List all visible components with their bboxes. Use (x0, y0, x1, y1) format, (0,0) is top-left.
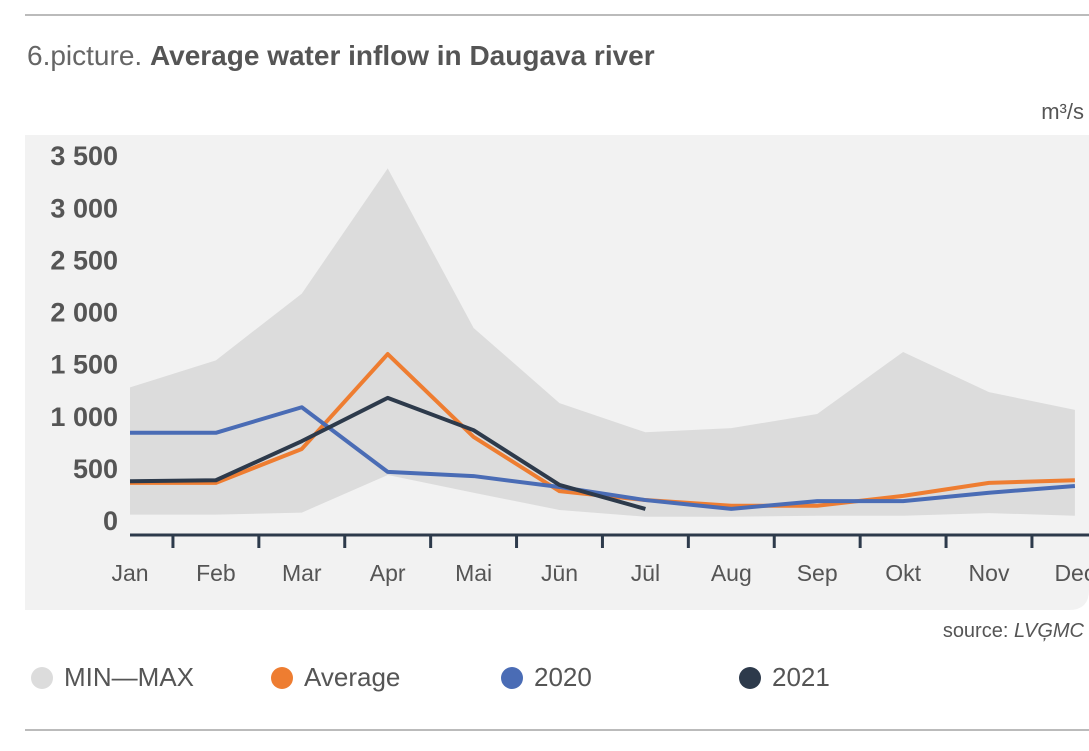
legend-swatch (501, 667, 523, 689)
x-tick-label: Dec (1054, 560, 1089, 586)
legend-label: Average (304, 662, 400, 692)
y-tick-label: 2 000 (50, 298, 118, 328)
y-tick-label: 500 (73, 454, 118, 484)
legend-swatch (271, 667, 293, 689)
series-line (130, 405, 1076, 511)
source-name: LVĢMC (1014, 620, 1085, 642)
x-tick-label: Aug (711, 560, 752, 586)
x-tick-label: Jan (111, 560, 148, 586)
legend-swatch (739, 667, 761, 689)
series-line (129, 395, 646, 511)
y-tick-label: 3 000 (50, 193, 118, 223)
x-tick-label: Apr (370, 560, 406, 586)
x-tick-label: Nov (969, 560, 1010, 586)
title-main: Average water inflow in Daugava river (150, 40, 655, 71)
y-tick-label: 3 500 (50, 141, 118, 171)
title-prefix: 6.picture. (27, 40, 142, 71)
x-tick-label: Feb (196, 560, 236, 586)
x-tick-label: Sep (797, 560, 838, 586)
plot: 0 500 1 000 1 500 2 000 2 500 3 000 3 500 Jan Feb… (50, 141, 1089, 586)
legend: MIN—MAX Average 2020 2021 (31, 662, 830, 692)
chart-title: 6.picture. Average water inflow in Dauga… (27, 40, 655, 71)
y-tick-label: 0 (103, 506, 118, 536)
source-label: source: (943, 620, 1009, 642)
legend-swatch (31, 667, 53, 689)
legend-label: MIN—MAX (64, 662, 194, 692)
min-max-band (130, 168, 1075, 517)
y-tick-label: 1 000 (50, 402, 118, 432)
unit-label: m³/s (1041, 99, 1084, 124)
source: source: LVĢMC (943, 620, 1085, 642)
legend-label: 2021 (772, 662, 830, 692)
y-tick-label: 1 500 (50, 350, 118, 380)
x-tick-label: Mar (282, 560, 322, 586)
x-tick-label: Jūl (631, 560, 660, 586)
x-tick-label: Mai (455, 560, 492, 586)
legend-label: 2020 (534, 662, 592, 692)
x-tick-label: Jūn (541, 560, 578, 586)
y-tick-label: 2 500 (50, 245, 118, 275)
x-tick-label: Okt (885, 560, 921, 586)
